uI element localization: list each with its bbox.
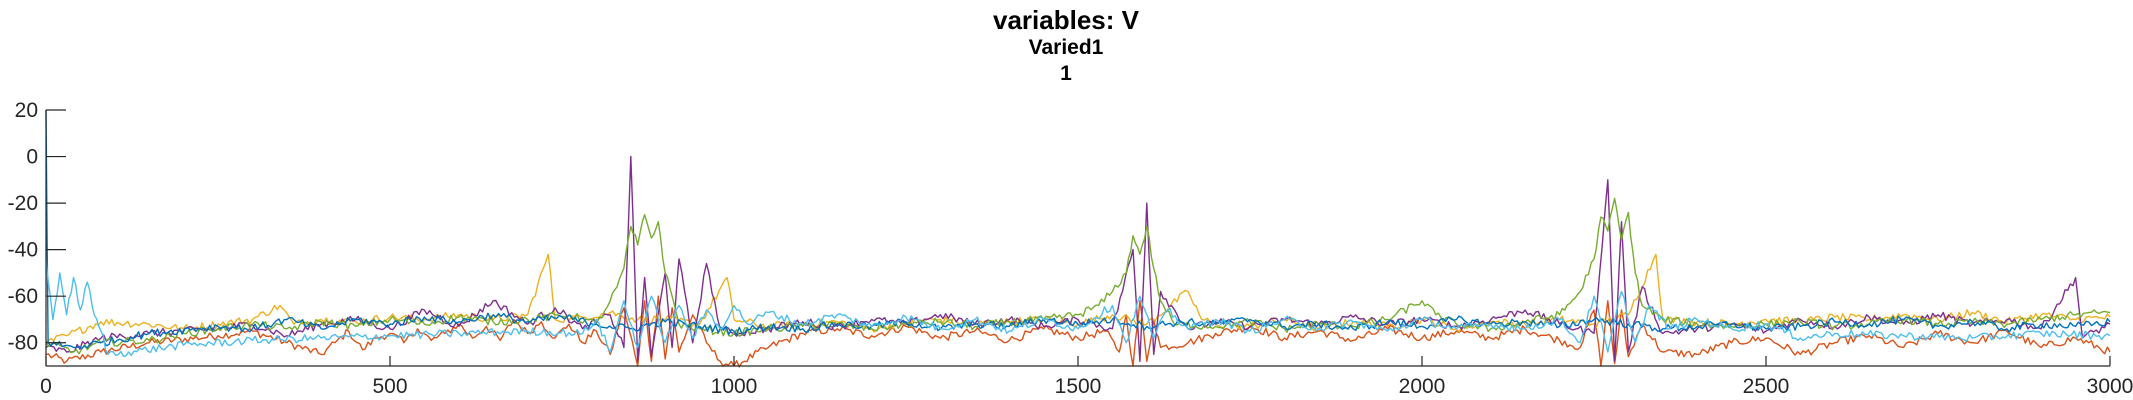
x-tick-label: 2000 bbox=[1399, 375, 1446, 398]
x-tick-label: 1000 bbox=[711, 375, 758, 398]
chart-title: variables: V bbox=[993, 5, 1140, 35]
y-tick-label: -80 bbox=[8, 332, 38, 355]
y-tick-label: -60 bbox=[8, 285, 38, 308]
series-group bbox=[45, 109, 2111, 368]
x-tick-label: 0 bbox=[40, 375, 52, 398]
y-tick-label: 20 bbox=[15, 99, 38, 122]
y-tick-label: 0 bbox=[26, 146, 38, 169]
y-tick-label: -40 bbox=[8, 239, 38, 262]
x-tick-label: 2500 bbox=[1743, 375, 1790, 398]
chart-subtitle: Varied1 bbox=[1029, 36, 1104, 59]
series-6-line bbox=[45, 261, 2111, 357]
series-1-line bbox=[45, 295, 2111, 368]
series-3-line bbox=[45, 155, 2111, 362]
chart-subtitle-secondary: 1 bbox=[1060, 62, 1072, 85]
x-tick-label: 500 bbox=[372, 375, 407, 398]
series-5-line bbox=[45, 109, 2111, 350]
series-4-line bbox=[45, 197, 2111, 355]
axes-group: 0 500 1000 1500 2000 2500 3000 20 0 -20 -40 -60 -80 bbox=[8, 99, 2133, 398]
x-tick-label: 3000 bbox=[2087, 375, 2133, 398]
y-tick-label: -20 bbox=[8, 192, 38, 215]
x-tick-label: 1500 bbox=[1055, 375, 1102, 398]
